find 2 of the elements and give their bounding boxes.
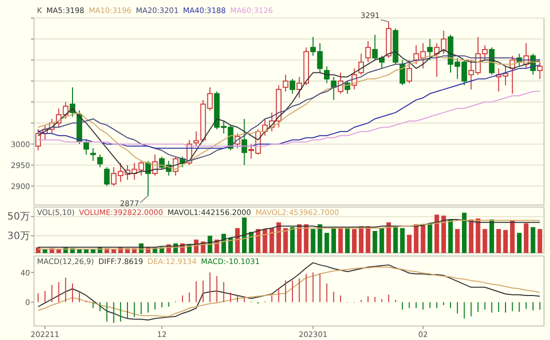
y-tick-label: 30万 <box>7 230 30 242</box>
y-tick-label: 50万 <box>7 212 30 223</box>
